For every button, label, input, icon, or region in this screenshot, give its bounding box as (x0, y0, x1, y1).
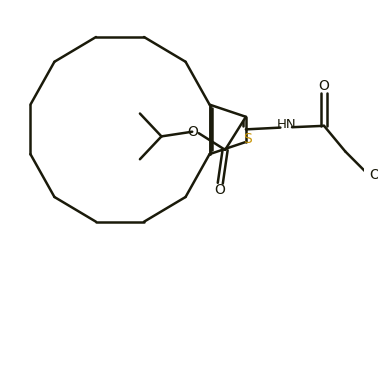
Text: O: O (187, 125, 198, 139)
Text: O: O (214, 183, 225, 196)
Text: O: O (369, 168, 378, 182)
Text: O: O (319, 79, 330, 93)
Text: S: S (243, 132, 252, 146)
Text: HN: HN (277, 118, 297, 131)
